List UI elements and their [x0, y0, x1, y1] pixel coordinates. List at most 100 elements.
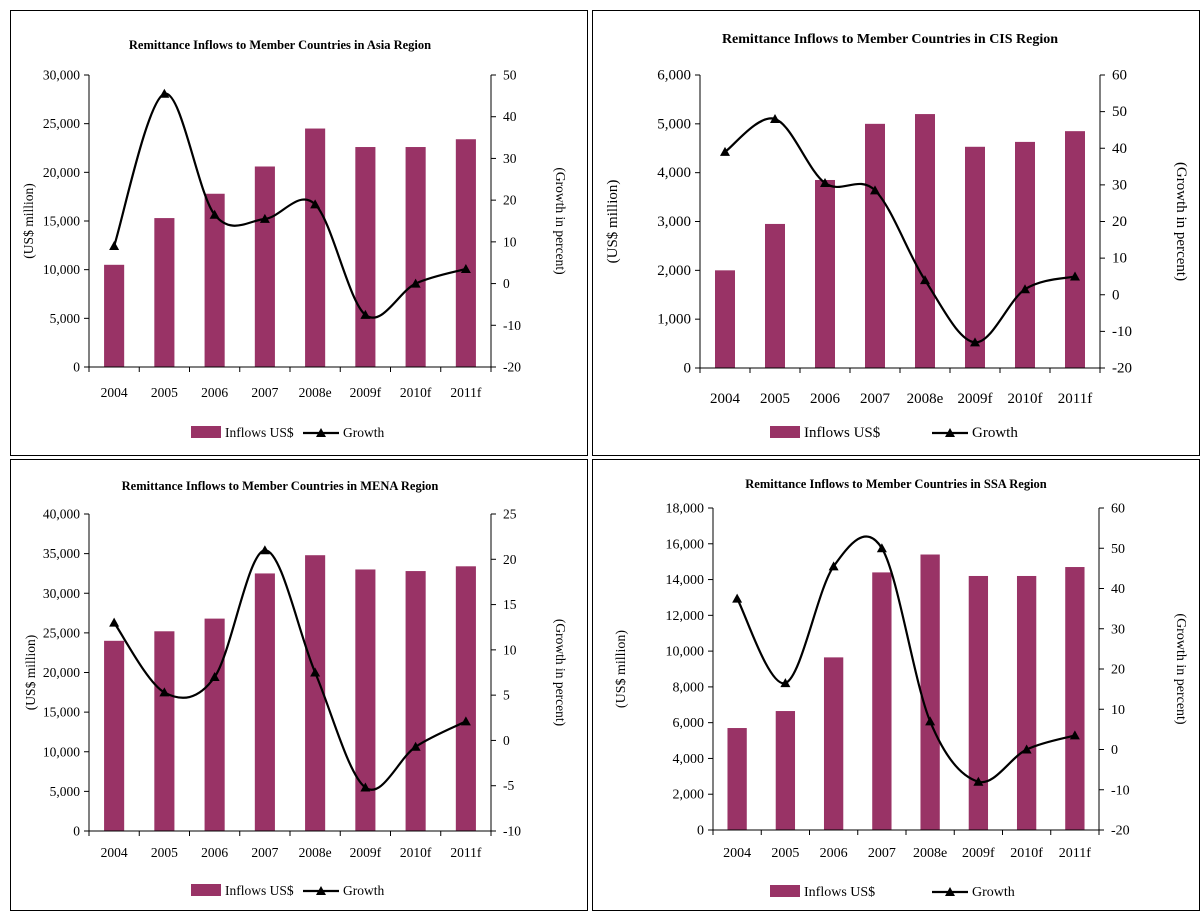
left-tick-label: 4,000	[673, 752, 705, 767]
legend-line-label: Growth	[343, 425, 384, 440]
left-tick-label: 18,000	[666, 502, 705, 517]
bar-inflows-2009f	[968, 575, 989, 830]
right-tick-label: 50	[1112, 104, 1127, 120]
y-axis-label: (US$ million)	[23, 635, 38, 710]
growth-marker-2008e	[310, 199, 321, 209]
right-tick-label: 20	[1111, 663, 1125, 678]
right-tick-label: 20	[503, 552, 517, 567]
right-tick-label: 0	[503, 733, 510, 748]
x-tick-label: 2006	[810, 391, 841, 407]
x-tick-label: 2011f	[450, 385, 481, 400]
x-tick-label: 2010f	[1008, 391, 1043, 407]
bar-inflows-2005	[765, 223, 785, 368]
legend-line-marker	[945, 887, 955, 896]
x-tick-label: 2009f	[958, 391, 993, 407]
x-tick-label: 2005	[151, 845, 178, 860]
bar-inflows-2010f	[1016, 575, 1037, 830]
x-tick-label: 2010f	[1010, 846, 1043, 861]
bar-inflows-2008e	[305, 128, 326, 367]
x-tick-label: 2008e	[299, 845, 332, 860]
left-tick-label: 20,000	[43, 665, 80, 680]
legend-bar-swatch	[770, 426, 800, 438]
legend-line-marker	[316, 428, 326, 437]
bar-inflows-2004	[715, 270, 735, 368]
bar-inflows-2006	[823, 657, 844, 830]
chart-svg: Remittance Inflows to Member Countries i…	[21, 38, 568, 440]
left-tick-label: 16,000	[666, 537, 705, 552]
left-tick-label: 15,000	[43, 705, 80, 720]
bar-inflows-2005	[775, 711, 796, 830]
x-tick-label: 2006	[820, 846, 848, 861]
right-tick-label: 10	[1112, 251, 1127, 267]
legend-line-marker	[316, 886, 326, 895]
left-tick-label: 15,000	[43, 214, 80, 229]
right-tick-label: 25	[503, 507, 517, 522]
x-tick-label: 2011f	[1058, 391, 1092, 407]
growth-marker-2008e	[920, 275, 930, 285]
left-tick-label: 10,000	[43, 262, 80, 277]
bar-inflows-2006	[815, 179, 835, 368]
right-tick-label: 5	[503, 688, 510, 703]
bar-inflows-2007	[254, 573, 275, 831]
x-tick-label: 2004	[723, 846, 751, 861]
legend-bar-label: Inflows US$	[804, 885, 875, 900]
right-tick-label: 30	[1111, 622, 1125, 637]
bar-inflows-2007	[865, 123, 885, 368]
right-tick-label: 30	[1112, 177, 1127, 193]
bar-inflows-2007	[872, 572, 892, 830]
legend-line-label: Growth	[343, 883, 384, 898]
growth-marker-2008e	[925, 716, 936, 726]
growth-marker-2009f	[973, 776, 984, 786]
chart-svg: Remittance Inflows to Member Countries i…	[23, 479, 568, 898]
left-tick-label: 40,000	[43, 507, 80, 522]
right-tick-label: 0	[503, 276, 510, 291]
right-tick-label: -20	[1111, 824, 1130, 839]
left-tick-label: 4,000	[657, 165, 691, 181]
x-tick-label: 2010f	[400, 385, 432, 400]
right-tick-label: -20	[503, 360, 521, 375]
y-axis-label: (US$ million)	[605, 180, 621, 264]
x-tick-label: 2010f	[400, 845, 432, 860]
growth-marker-2006	[820, 178, 830, 188]
right-tick-label: 40	[503, 109, 517, 124]
chart-title: Remittance Inflows to Member Countries i…	[129, 38, 431, 52]
chart-title: Remittance Inflows to Member Countries i…	[745, 477, 1047, 491]
bar-inflows-2008e	[920, 554, 940, 830]
growth-marker-2005	[159, 687, 170, 697]
x-tick-label: 2005	[771, 846, 799, 861]
x-tick-label: 2007	[868, 846, 896, 861]
x-tick-label: 2009f	[962, 846, 995, 861]
right-tick-label: 15	[503, 597, 517, 612]
left-tick-label: 0	[73, 824, 80, 839]
right-tick-label: 20	[503, 193, 517, 208]
chart-panel-ssa: Remittance Inflows to Member Countries i…	[592, 459, 1200, 911]
left-tick-label: 10,000	[43, 744, 80, 759]
x-tick-label: 2004	[101, 385, 128, 400]
growth-marker-2011f	[1070, 271, 1080, 281]
y2-axis-label: (Growth in percent)	[553, 619, 568, 726]
x-tick-label: 2008e	[913, 846, 947, 861]
growth-marker-2009f	[360, 782, 371, 792]
bar-inflows-2006	[204, 618, 225, 831]
growth-marker-2007	[259, 213, 270, 223]
growth-marker-2006	[209, 672, 220, 682]
growth-marker-2010f	[1020, 284, 1030, 294]
chart-title: Remittance Inflows to Member Countries i…	[122, 479, 439, 493]
bar-inflows-2005	[154, 218, 175, 367]
y-axis-label: (US$ million)	[614, 630, 629, 709]
left-tick-label: 30,000	[43, 68, 80, 83]
right-tick-label: 0	[1112, 287, 1120, 303]
left-tick-label: 5,000	[50, 311, 81, 326]
right-tick-label: 10	[503, 642, 517, 657]
x-tick-label: 2011f	[450, 845, 481, 860]
x-tick-label: 2008e	[907, 391, 944, 407]
chart-panel-cis: Remittance Inflows to Member Countries i…	[592, 10, 1200, 456]
legend-line-label: Growth	[972, 425, 1018, 441]
growth-marker-2004	[732, 593, 743, 603]
left-tick-label: 6,000	[657, 68, 691, 84]
x-tick-label: 2008e	[299, 385, 332, 400]
right-tick-label: 60	[1112, 68, 1127, 84]
right-tick-label: 60	[1111, 502, 1125, 517]
x-tick-label: 2007	[860, 391, 891, 407]
x-tick-label: 2005	[151, 385, 178, 400]
